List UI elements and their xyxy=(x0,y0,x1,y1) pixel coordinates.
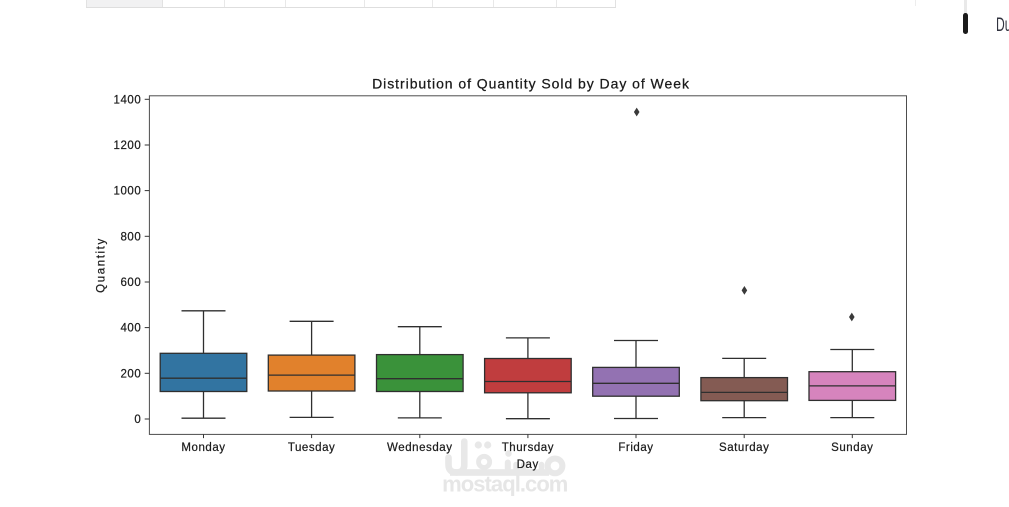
svg-text:Day: Day xyxy=(517,459,539,471)
svg-text:Saturday: Saturday xyxy=(719,442,769,454)
svg-text:1400: 1400 xyxy=(114,94,142,106)
svg-text:mostaql.com: mostaql.com xyxy=(442,471,568,496)
svg-text:Tuesday: Tuesday xyxy=(288,442,336,454)
svg-text:1200: 1200 xyxy=(114,140,142,152)
svg-text:Sunday: Sunday xyxy=(831,442,873,454)
svg-text:Wednesday: Wednesday xyxy=(387,442,452,454)
svg-text:800: 800 xyxy=(120,231,141,243)
svg-text:Friday: Friday xyxy=(618,442,653,454)
svg-text:Monday: Monday xyxy=(181,442,225,454)
svg-text:600: 600 xyxy=(120,277,141,289)
svg-text:0: 0 xyxy=(134,414,141,426)
svg-text:1000: 1000 xyxy=(114,186,142,198)
svg-text:200: 200 xyxy=(120,368,141,380)
svg-text:Distribution of Quantity Sold: Distribution of Quantity Sold by Day of … xyxy=(372,75,690,91)
svg-text:400: 400 xyxy=(120,323,141,335)
svg-text:Quantity: Quantity xyxy=(96,237,108,293)
svg-text:Thursday: Thursday xyxy=(502,442,554,454)
